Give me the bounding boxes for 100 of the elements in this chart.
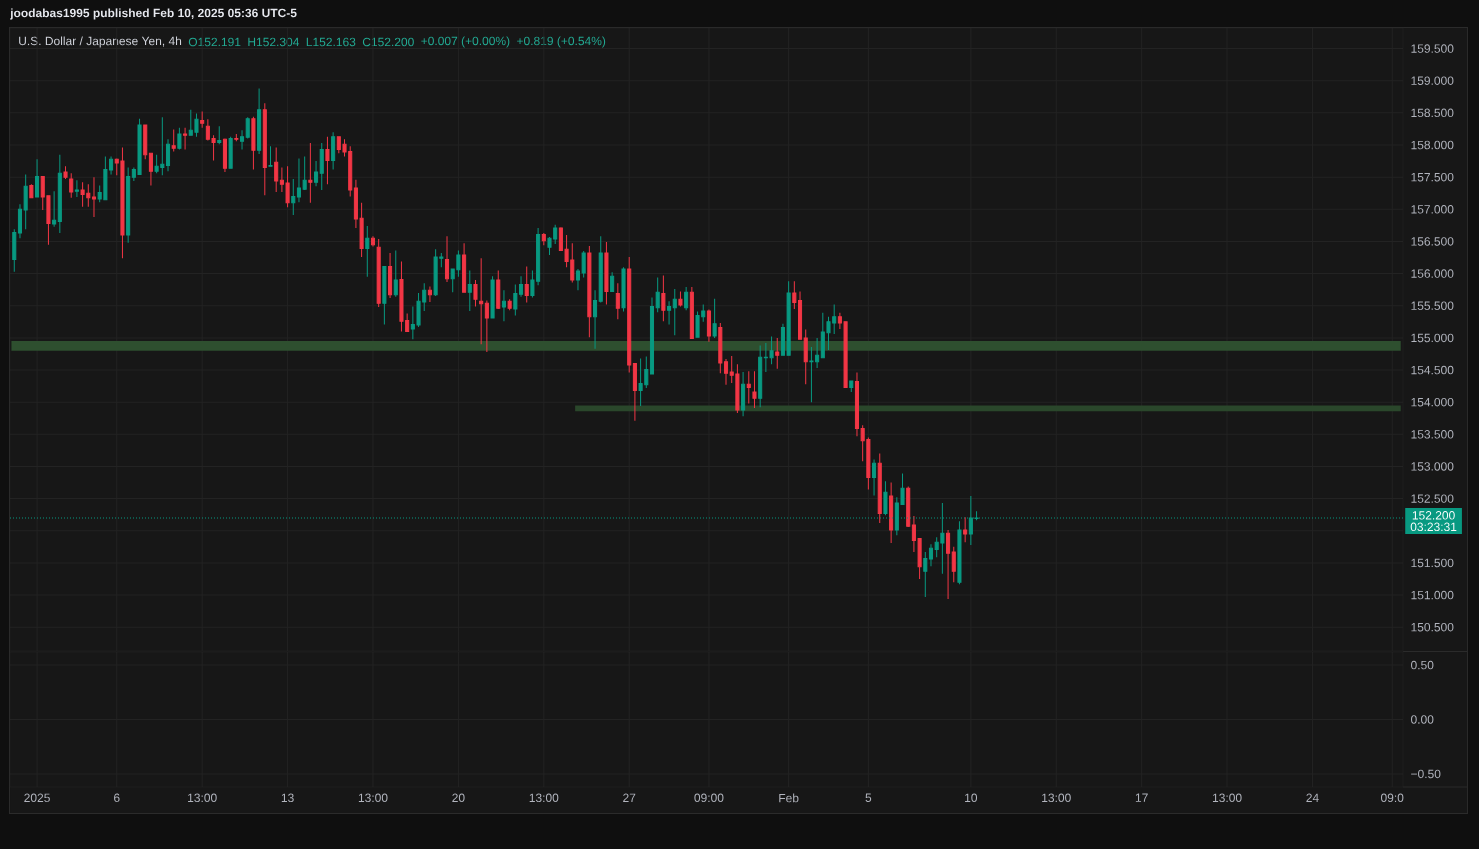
candlestick bbox=[872, 458, 877, 496]
candlestick bbox=[877, 453, 882, 524]
candlestick bbox=[148, 152, 153, 187]
candlestick bbox=[689, 286, 694, 340]
candlestick bbox=[593, 289, 598, 350]
candlestick bbox=[923, 551, 928, 598]
candlestick bbox=[496, 269, 501, 310]
candlestick bbox=[741, 371, 746, 417]
candlestick bbox=[314, 160, 319, 187]
candlestick bbox=[667, 300, 672, 325]
y-tick-label: 158.500 bbox=[1411, 108, 1454, 118]
candlestick bbox=[262, 102, 267, 196]
candlestick bbox=[462, 242, 467, 293]
candlestick bbox=[490, 275, 495, 319]
candlestick bbox=[746, 370, 751, 404]
candlestick bbox=[183, 127, 188, 151]
candlestick bbox=[29, 183, 34, 199]
candlestick bbox=[171, 129, 176, 152]
ref-line-label: 152.200 bbox=[1412, 511, 1455, 520]
y-tick-label: 154.500 bbox=[1411, 365, 1454, 375]
candlestick bbox=[376, 238, 381, 308]
candlestick bbox=[274, 147, 279, 193]
candlestick bbox=[484, 300, 489, 353]
candlestick bbox=[598, 235, 603, 304]
candlestick bbox=[228, 136, 233, 169]
x-tick-label: 13:00 bbox=[529, 793, 559, 803]
candlestick bbox=[706, 309, 711, 343]
candlestick bbox=[444, 235, 450, 283]
candlestick bbox=[627, 256, 632, 374]
candlestick bbox=[239, 129, 245, 151]
annotation: O152.191 bbox=[188, 37, 241, 47]
x-tick-label: 2025 bbox=[24, 793, 50, 803]
candlestick bbox=[251, 116, 256, 170]
annotation: H152.304 bbox=[248, 37, 300, 47]
y-tick-label: 154.000 bbox=[1411, 397, 1454, 407]
y-tick-label: 158.000 bbox=[1411, 140, 1454, 150]
candlestick bbox=[632, 363, 637, 422]
x-tick-label: Feb bbox=[779, 793, 799, 803]
x-tick-label: 13:00 bbox=[1042, 793, 1071, 803]
candlestick bbox=[889, 482, 894, 544]
candlestick bbox=[63, 165, 68, 180]
y-tick-label: 153.000 bbox=[1411, 462, 1454, 471]
candlestick bbox=[234, 133, 239, 142]
annotation: +0.007 (+0.00%) bbox=[421, 36, 510, 48]
candlestick bbox=[12, 228, 17, 273]
y-tick-label: 159.000 bbox=[1411, 76, 1454, 85]
candlestick bbox=[957, 520, 962, 585]
candlestick bbox=[541, 232, 546, 246]
candlestick bbox=[69, 172, 74, 199]
candlestick bbox=[222, 138, 227, 173]
x-tick-label: 13:00 bbox=[1212, 793, 1242, 803]
candlestick bbox=[946, 529, 951, 600]
candlestick bbox=[775, 337, 780, 370]
candlestick bbox=[257, 87, 262, 155]
candlestick bbox=[388, 252, 393, 299]
annotation: L152.163 bbox=[306, 37, 356, 47]
candlestick bbox=[661, 275, 666, 322]
x-tick-label: 27 bbox=[623, 793, 636, 802]
candlestick bbox=[126, 167, 131, 244]
candlestick bbox=[331, 131, 336, 170]
candlestick bbox=[752, 370, 757, 409]
x-tick-label: 13:00 bbox=[358, 793, 388, 803]
candlestick bbox=[951, 546, 956, 583]
y-tick-label: 155.000 bbox=[1411, 333, 1454, 343]
y-tick-label: 156.000 bbox=[1411, 269, 1454, 278]
candlestick bbox=[74, 179, 79, 198]
candlestick bbox=[245, 116, 250, 140]
text: 03:23:31 bbox=[1410, 522, 1457, 532]
candlestick bbox=[370, 235, 376, 248]
y-tick-label: 157.000 bbox=[1411, 205, 1454, 214]
y-tick-label: 151.000 bbox=[1411, 590, 1454, 600]
x-tick-label: 17 bbox=[1135, 793, 1148, 802]
candlestick bbox=[479, 257, 484, 345]
y-tick-label: 159.500 bbox=[1411, 44, 1454, 53]
candlestick bbox=[200, 111, 205, 129]
candlestick bbox=[758, 345, 763, 408]
y-tick-label: 153.500 bbox=[1411, 430, 1454, 439]
x-tick-label: 13 bbox=[281, 793, 294, 803]
candlestick bbox=[91, 176, 97, 218]
y-tick-label: 0.50 bbox=[1411, 660, 1434, 670]
candlestick bbox=[467, 269, 472, 312]
y-tick-label: 0.00 bbox=[1411, 715, 1434, 724]
candlestick bbox=[52, 190, 57, 228]
y-tick-label: 151.500 bbox=[1411, 558, 1454, 568]
x-tick-label: 10 bbox=[965, 793, 978, 803]
candlestick bbox=[604, 241, 609, 305]
x-tick-label: 13:00 bbox=[188, 793, 217, 803]
candlestick bbox=[849, 380, 854, 393]
candlestick bbox=[217, 125, 222, 145]
y-tick-label: 157.500 bbox=[1411, 172, 1454, 182]
candlestick bbox=[507, 298, 512, 311]
candlestick bbox=[963, 516, 968, 543]
candlestick bbox=[365, 225, 370, 278]
candlestick bbox=[57, 154, 62, 234]
x-tick-label: 24 bbox=[1306, 793, 1319, 802]
candlestick bbox=[473, 279, 478, 307]
text: U.S. Dollar / Japanese Yen, 4h bbox=[19, 36, 182, 48]
candlestick bbox=[803, 329, 808, 385]
chart-subtitle: joodabas1995 published Feb 10, 2025 05:36 UTC-5 bbox=[10, 8, 297, 20]
candlestick bbox=[35, 158, 40, 198]
